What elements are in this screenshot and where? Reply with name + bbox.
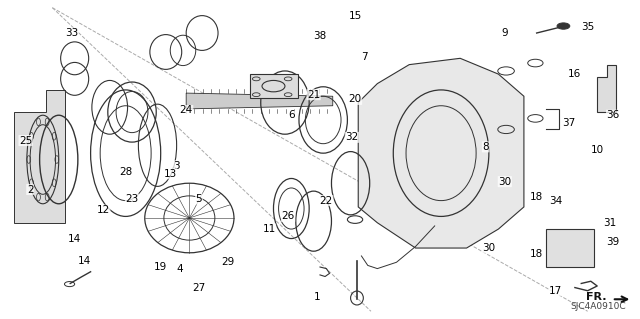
FancyBboxPatch shape <box>546 229 594 267</box>
Text: 2: 2 <box>27 184 33 195</box>
Text: FR.: FR. <box>586 292 607 302</box>
Text: 16: 16 <box>568 69 582 79</box>
Text: 7: 7 <box>362 52 368 62</box>
Text: 13: 13 <box>164 169 177 179</box>
Text: 29: 29 <box>221 257 234 267</box>
Text: 6: 6 <box>288 110 294 120</box>
Polygon shape <box>597 65 616 112</box>
Text: 24: 24 <box>180 106 193 115</box>
Text: 30: 30 <box>483 243 495 253</box>
Text: 37: 37 <box>562 118 575 128</box>
Text: 23: 23 <box>125 194 139 204</box>
Text: 25: 25 <box>19 136 32 145</box>
Text: 38: 38 <box>314 31 326 41</box>
Text: 28: 28 <box>119 167 132 177</box>
Text: 12: 12 <box>97 205 110 215</box>
Text: 1: 1 <box>314 292 320 302</box>
Text: 20: 20 <box>349 94 362 104</box>
FancyBboxPatch shape <box>250 74 298 98</box>
Text: 27: 27 <box>192 283 205 293</box>
Text: 18: 18 <box>530 249 543 259</box>
Text: 3: 3 <box>173 161 180 171</box>
Polygon shape <box>186 93 333 109</box>
Text: 26: 26 <box>282 211 295 221</box>
Text: 14: 14 <box>68 234 81 243</box>
Text: 33: 33 <box>65 28 78 38</box>
Polygon shape <box>358 58 524 248</box>
Polygon shape <box>14 90 65 223</box>
Text: SJC4A0910C: SJC4A0910C <box>570 302 626 311</box>
Text: 5: 5 <box>196 194 202 204</box>
Text: 22: 22 <box>320 196 333 206</box>
Text: 30: 30 <box>498 177 511 187</box>
Text: 21: 21 <box>307 90 320 100</box>
Text: 11: 11 <box>262 224 276 234</box>
Text: 10: 10 <box>591 145 604 155</box>
Text: 15: 15 <box>348 11 362 21</box>
Text: 35: 35 <box>581 22 595 32</box>
Text: 19: 19 <box>154 262 167 272</box>
Text: 39: 39 <box>607 237 620 247</box>
Text: 31: 31 <box>604 218 616 228</box>
Text: 36: 36 <box>607 110 620 120</box>
Text: 17: 17 <box>549 286 563 296</box>
Text: 34: 34 <box>549 196 563 206</box>
Text: 8: 8 <box>483 142 489 152</box>
Text: 4: 4 <box>177 263 183 274</box>
Text: 14: 14 <box>77 256 91 266</box>
Text: 32: 32 <box>345 132 358 142</box>
Circle shape <box>557 23 570 29</box>
Text: 18: 18 <box>530 192 543 203</box>
Text: 9: 9 <box>502 28 508 38</box>
